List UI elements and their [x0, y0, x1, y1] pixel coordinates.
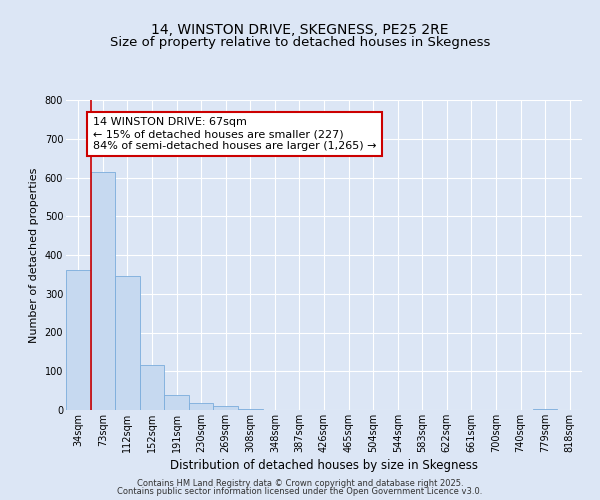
- Bar: [91, 172, 115, 410]
- Bar: [66, 270, 91, 410]
- X-axis label: Distribution of detached houses by size in Skegness: Distribution of detached houses by size …: [170, 459, 478, 472]
- Bar: [189, 403, 214, 410]
- Text: Contains public sector information licensed under the Open Government Licence v3: Contains public sector information licen…: [118, 487, 482, 496]
- Bar: [214, 406, 238, 410]
- Bar: [115, 276, 140, 410]
- Bar: [164, 394, 189, 410]
- Bar: [533, 409, 557, 410]
- Text: 14, WINSTON DRIVE, SKEGNESS, PE25 2RE: 14, WINSTON DRIVE, SKEGNESS, PE25 2RE: [151, 22, 449, 36]
- Bar: [238, 409, 263, 410]
- Text: Contains HM Land Registry data © Crown copyright and database right 2025.: Contains HM Land Registry data © Crown c…: [137, 478, 463, 488]
- Bar: [140, 366, 164, 410]
- Text: 14 WINSTON DRIVE: 67sqm
← 15% of detached houses are smaller (227)
84% of semi-d: 14 WINSTON DRIVE: 67sqm ← 15% of detache…: [92, 118, 376, 150]
- Y-axis label: Number of detached properties: Number of detached properties: [29, 168, 39, 342]
- Text: Size of property relative to detached houses in Skegness: Size of property relative to detached ho…: [110, 36, 490, 49]
